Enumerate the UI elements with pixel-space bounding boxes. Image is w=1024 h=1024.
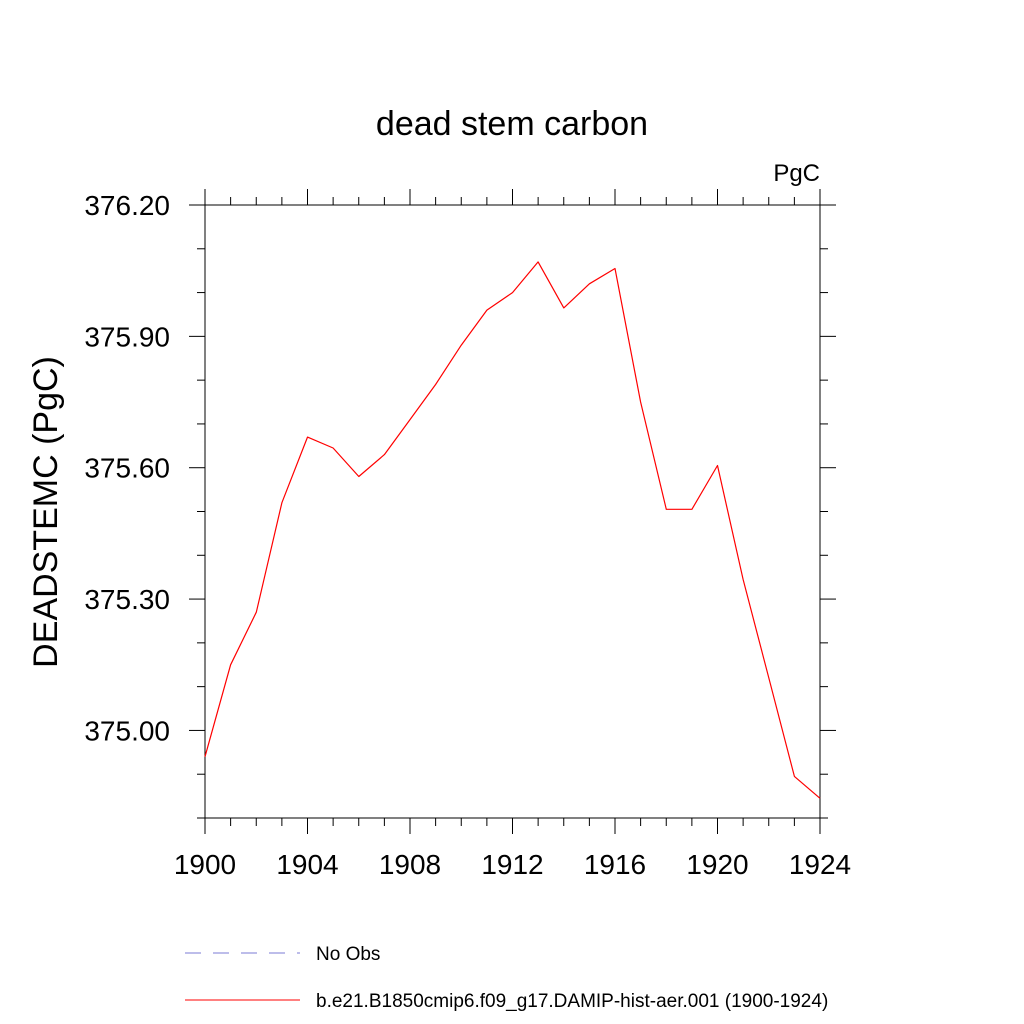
legend: No Obs b.e21.B1850cmip6.f09_g17.DAMIP-hi… [185,944,828,1012]
x-tick-label: 1912 [481,849,543,880]
y-axis-label: DEADSTEMC (PgC) [27,356,65,668]
units-label: PgC [773,160,820,187]
chart-title: dead stem carbon [376,105,648,143]
x-tick-label: 1920 [686,849,748,880]
legend-label-no-obs: No Obs [316,944,380,965]
series-lines [204,261,821,799]
y-tick-label: 376.20 [84,190,170,221]
y-tick-label: 375.60 [84,453,170,484]
x-tick-label: 1904 [276,849,338,880]
y-tick-label: 375.00 [84,715,170,746]
x-tick-label: 1900 [174,849,236,880]
x-tick-label: 1908 [379,849,441,880]
y-tick-label: 375.30 [84,584,170,615]
axes: 1900 1904 1908 1912 1916 1920 1924 375.00 375.30… [84,189,851,880]
series-line-0 [204,261,821,799]
legend-label-model: b.e21.B1850cmip6.f09_g17.DAMIP-hist-aer.… [316,991,828,1012]
x-tick-label: 1916 [584,849,646,880]
y-tick-label: 375.90 [84,321,170,352]
x-tick-label: 1924 [789,849,851,880]
